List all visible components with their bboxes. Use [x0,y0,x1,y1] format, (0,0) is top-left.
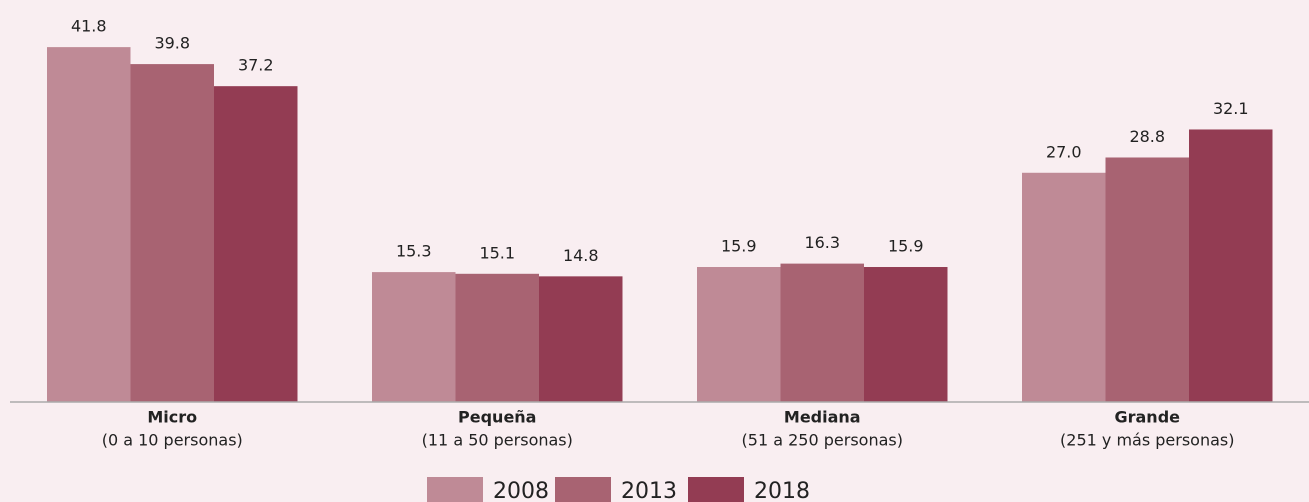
bar [372,272,456,402]
category-detail: (51 a 250 personas) [742,431,903,450]
value-label: 28.8 [1129,127,1165,146]
bar [130,64,214,403]
bar [697,267,781,402]
value-label: 15.9 [721,237,757,256]
legend-swatch [688,477,744,502]
bar [1022,172,1106,402]
value-label: 14.8 [563,246,599,265]
value-label: 37.2 [238,56,274,75]
value-label: 15.1 [479,243,515,262]
value-label: 15.3 [396,242,432,261]
category-label: Pequeña [458,408,536,427]
category-label: Micro [147,408,197,427]
bar [539,276,623,402]
value-label: 32.1 [1213,99,1249,118]
category-detail: (0 a 10 personas) [102,431,243,450]
legend-swatch [555,477,611,502]
legend-label: 2018 [754,479,810,502]
legend-label: 2013 [621,479,677,502]
legend-swatch [427,477,483,502]
value-label: 15.9 [888,237,924,256]
bar [455,273,539,402]
bar [1189,129,1273,402]
bar [864,267,948,402]
legend-label: 2008 [493,479,549,502]
value-label: 16.3 [804,233,840,252]
category-label: Grande [1114,408,1180,427]
bar [1105,157,1189,402]
value-label: 41.8 [71,17,107,36]
value-label: 27.0 [1046,142,1082,161]
value-label: 39.8 [154,34,190,53]
category-label: Mediana [784,408,861,427]
bar [780,263,864,402]
bar [47,47,131,402]
category-detail: (251 y más personas) [1060,431,1234,450]
category-detail: (11 a 50 personas) [422,431,573,450]
bar [214,86,298,402]
